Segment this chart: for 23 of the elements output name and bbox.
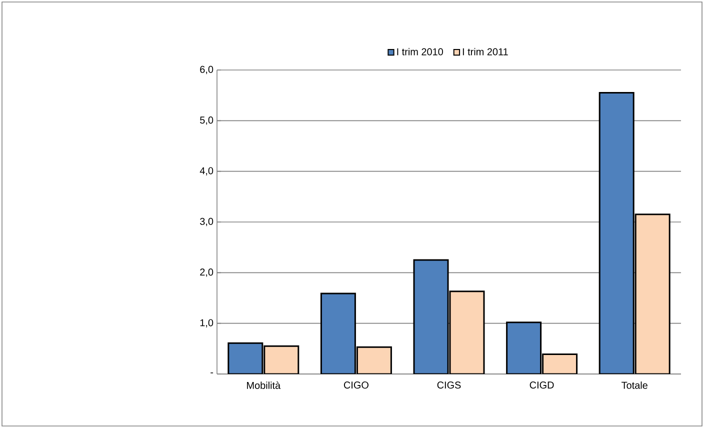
x-tick-label: Totale bbox=[622, 382, 648, 389]
legend-label: I trim 2010 bbox=[397, 48, 443, 56]
y-tick-label: - bbox=[210, 372, 214, 374]
y-tick-label: 6,0 bbox=[200, 66, 214, 74]
bar bbox=[450, 291, 484, 374]
bar bbox=[598, 92, 634, 374]
y-tick-label: 1,0 bbox=[200, 319, 214, 328]
bar bbox=[506, 322, 541, 374]
y-tick-label: 2,0 bbox=[200, 268, 214, 277]
y-tick-label: 5,0 bbox=[200, 116, 214, 125]
x-tick-label: CIGD bbox=[530, 382, 554, 389]
bar bbox=[321, 293, 356, 374]
y-tick-label: 4,0 bbox=[200, 167, 214, 176]
bar bbox=[634, 214, 670, 374]
bar bbox=[357, 347, 392, 374]
bar bbox=[414, 260, 448, 374]
x-tick-label: Mobilità bbox=[247, 382, 281, 389]
bar bbox=[264, 346, 298, 374]
x-tick-label: CIGS bbox=[437, 382, 461, 389]
legend-label: I trim 2011 bbox=[462, 48, 508, 56]
x-tick-label: CIGO bbox=[344, 382, 368, 389]
bar bbox=[228, 343, 262, 374]
y-tick-label: 3,0 bbox=[200, 218, 214, 226]
